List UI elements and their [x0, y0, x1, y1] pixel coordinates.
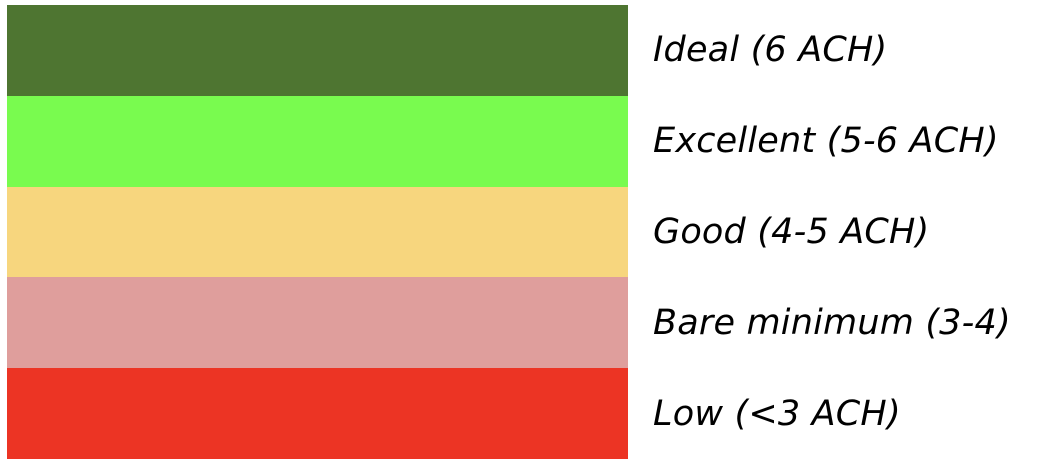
ach-legend: Ideal (6 ACH) Excellent (5-6 ACH) Good (… [7, 5, 1047, 459]
label-good: Good (4-5 ACH) [653, 211, 930, 252]
legend-row-bare-minimum: Bare minimum (3-4) [7, 277, 1047, 369]
legend-row-ideal: Ideal (6 ACH) [7, 5, 1047, 96]
swatch-excellent [7, 95, 628, 187]
swatch-good [7, 186, 628, 278]
legend-row-low: Low (<3 ACH) [7, 368, 1047, 459]
swatch-low [7, 368, 628, 459]
label-bare-minimum: Bare minimum (3-4) [653, 302, 1011, 343]
legend-row-good: Good (4-5 ACH) [7, 186, 1047, 278]
legend-row-excellent: Excellent (5-6 ACH) [7, 95, 1047, 187]
label-ideal: Ideal (6 ACH) [653, 30, 888, 71]
swatch-ideal [7, 5, 628, 96]
label-low: Low (<3 ACH) [653, 393, 901, 434]
label-excellent: Excellent (5-6 ACH) [653, 121, 999, 162]
swatch-bare-minimum [7, 277, 628, 369]
